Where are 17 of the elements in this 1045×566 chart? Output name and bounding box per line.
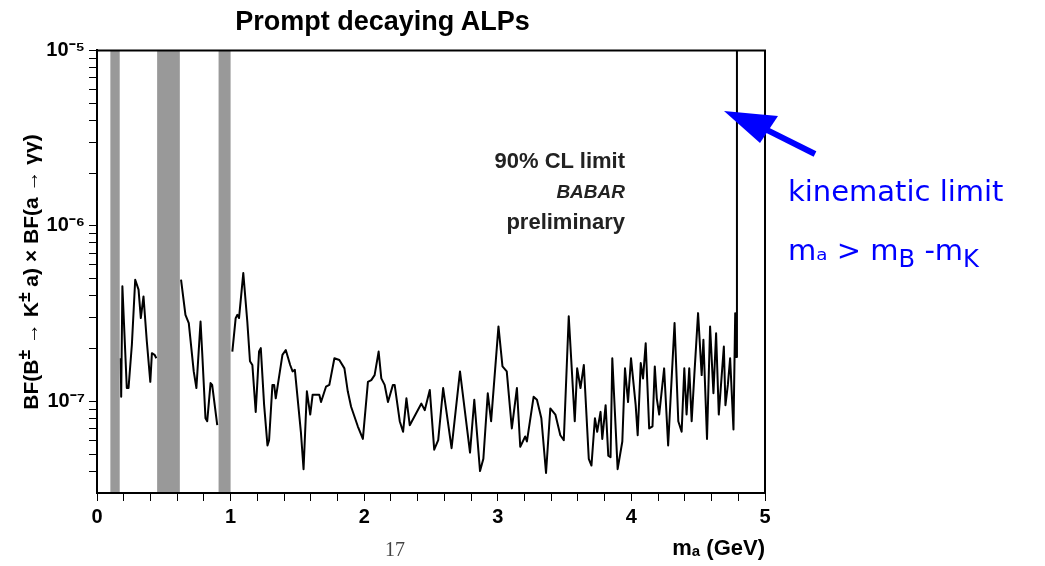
x-axis-title: mₐ (GeV) <box>672 534 765 560</box>
text: mₐ > m$_{B}$ -m$_{K}$ <box>788 233 980 273</box>
annotation: BABAR <box>555 181 625 203</box>
x-tick-label: 2 <box>358 504 370 527</box>
x-tick-label: 4 <box>625 504 638 527</box>
chart-title: Prompt decaying ALPs <box>235 5 530 36</box>
y-tick-label: 10⁻⁷ <box>47 388 85 411</box>
annotation: preliminary <box>505 209 625 235</box>
x-tick-label: 1 <box>225 504 237 527</box>
annotation: 90% CL limit <box>493 148 625 174</box>
x-tick-label: 5 <box>759 504 771 527</box>
text: 17 <box>384 538 406 561</box>
y-tick-label: 10⁻⁵ <box>46 37 85 60</box>
text: kinematic limit <box>788 174 1005 208</box>
x-tick-label: 0 <box>91 504 103 527</box>
y-tick-label: 10⁻⁶ <box>46 213 85 236</box>
x-tick-label: 3 <box>492 504 504 527</box>
